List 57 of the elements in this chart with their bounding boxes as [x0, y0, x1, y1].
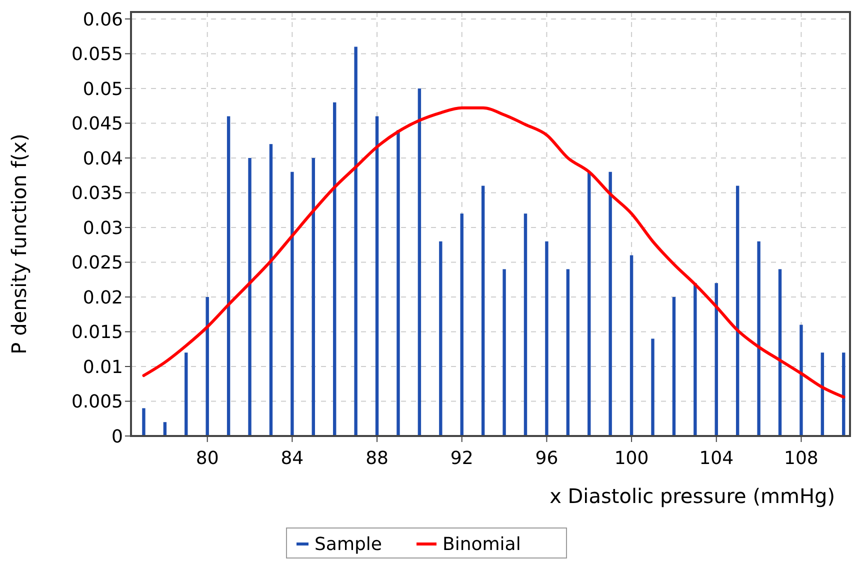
bar	[142, 408, 146, 436]
y-axis-title: P density function f(x)	[7, 134, 31, 354]
y-tick-label: 0.03	[82, 218, 123, 239]
bar	[226, 116, 230, 436]
bar	[481, 186, 485, 436]
bar	[714, 283, 718, 436]
y-tick-label: 0.02	[82, 287, 123, 308]
bar	[800, 324, 803, 436]
bar	[757, 241, 760, 436]
bar	[206, 296, 209, 436]
x-tick-label: 88	[366, 448, 388, 469]
bar	[354, 46, 358, 436]
y-tick-label: 0.01	[82, 356, 123, 378]
bar	[524, 214, 528, 436]
bar	[439, 241, 442, 436]
y-tick-label: 0	[112, 426, 123, 448]
y-tick-label: 0.06	[82, 9, 123, 30]
bar	[672, 296, 676, 436]
bar	[651, 338, 654, 436]
bar	[630, 255, 634, 436]
x-axis-title: x Diastolic pressure (mmHg)	[550, 484, 835, 508]
x-tick-label: 96	[535, 448, 558, 469]
y-tick-label: 0.04	[82, 148, 123, 170]
x-tick-label: 104	[699, 448, 734, 469]
x-tick-label: 100	[614, 448, 649, 469]
x-tick-label: 80	[196, 448, 219, 469]
legend-label: Sample	[314, 534, 382, 555]
line-series	[142, 106, 846, 399]
bar	[269, 144, 273, 436]
y-tick-label: 0.045	[71, 114, 123, 135]
x-tick-label: 108	[784, 448, 818, 469]
bar	[396, 130, 400, 436]
legend-label: Binomial	[442, 534, 521, 555]
bar	[184, 352, 188, 436]
y-tick-label: 0.015	[71, 322, 123, 344]
y-tick-label: 0.035	[71, 183, 123, 204]
bar	[566, 269, 570, 436]
y-tick-label: 0.055	[71, 44, 123, 66]
bar	[248, 158, 252, 436]
bar	[333, 102, 336, 436]
bar	[502, 269, 506, 436]
x-tick-label: 84	[280, 448, 304, 469]
bar	[608, 172, 612, 436]
bar	[312, 158, 315, 436]
bar	[694, 283, 697, 436]
x-tick-label: 92	[450, 448, 474, 469]
bar	[460, 214, 464, 436]
bar	[778, 269, 782, 436]
bar	[736, 186, 740, 436]
bar	[290, 172, 294, 436]
bar	[375, 116, 379, 436]
bar	[588, 172, 591, 436]
bar	[418, 88, 422, 436]
y-tick-label: 0.05	[82, 78, 123, 100]
bar	[545, 241, 548, 436]
y-tick-label: 0.005	[71, 392, 123, 413]
y-tick-label: 0.025	[71, 252, 123, 274]
